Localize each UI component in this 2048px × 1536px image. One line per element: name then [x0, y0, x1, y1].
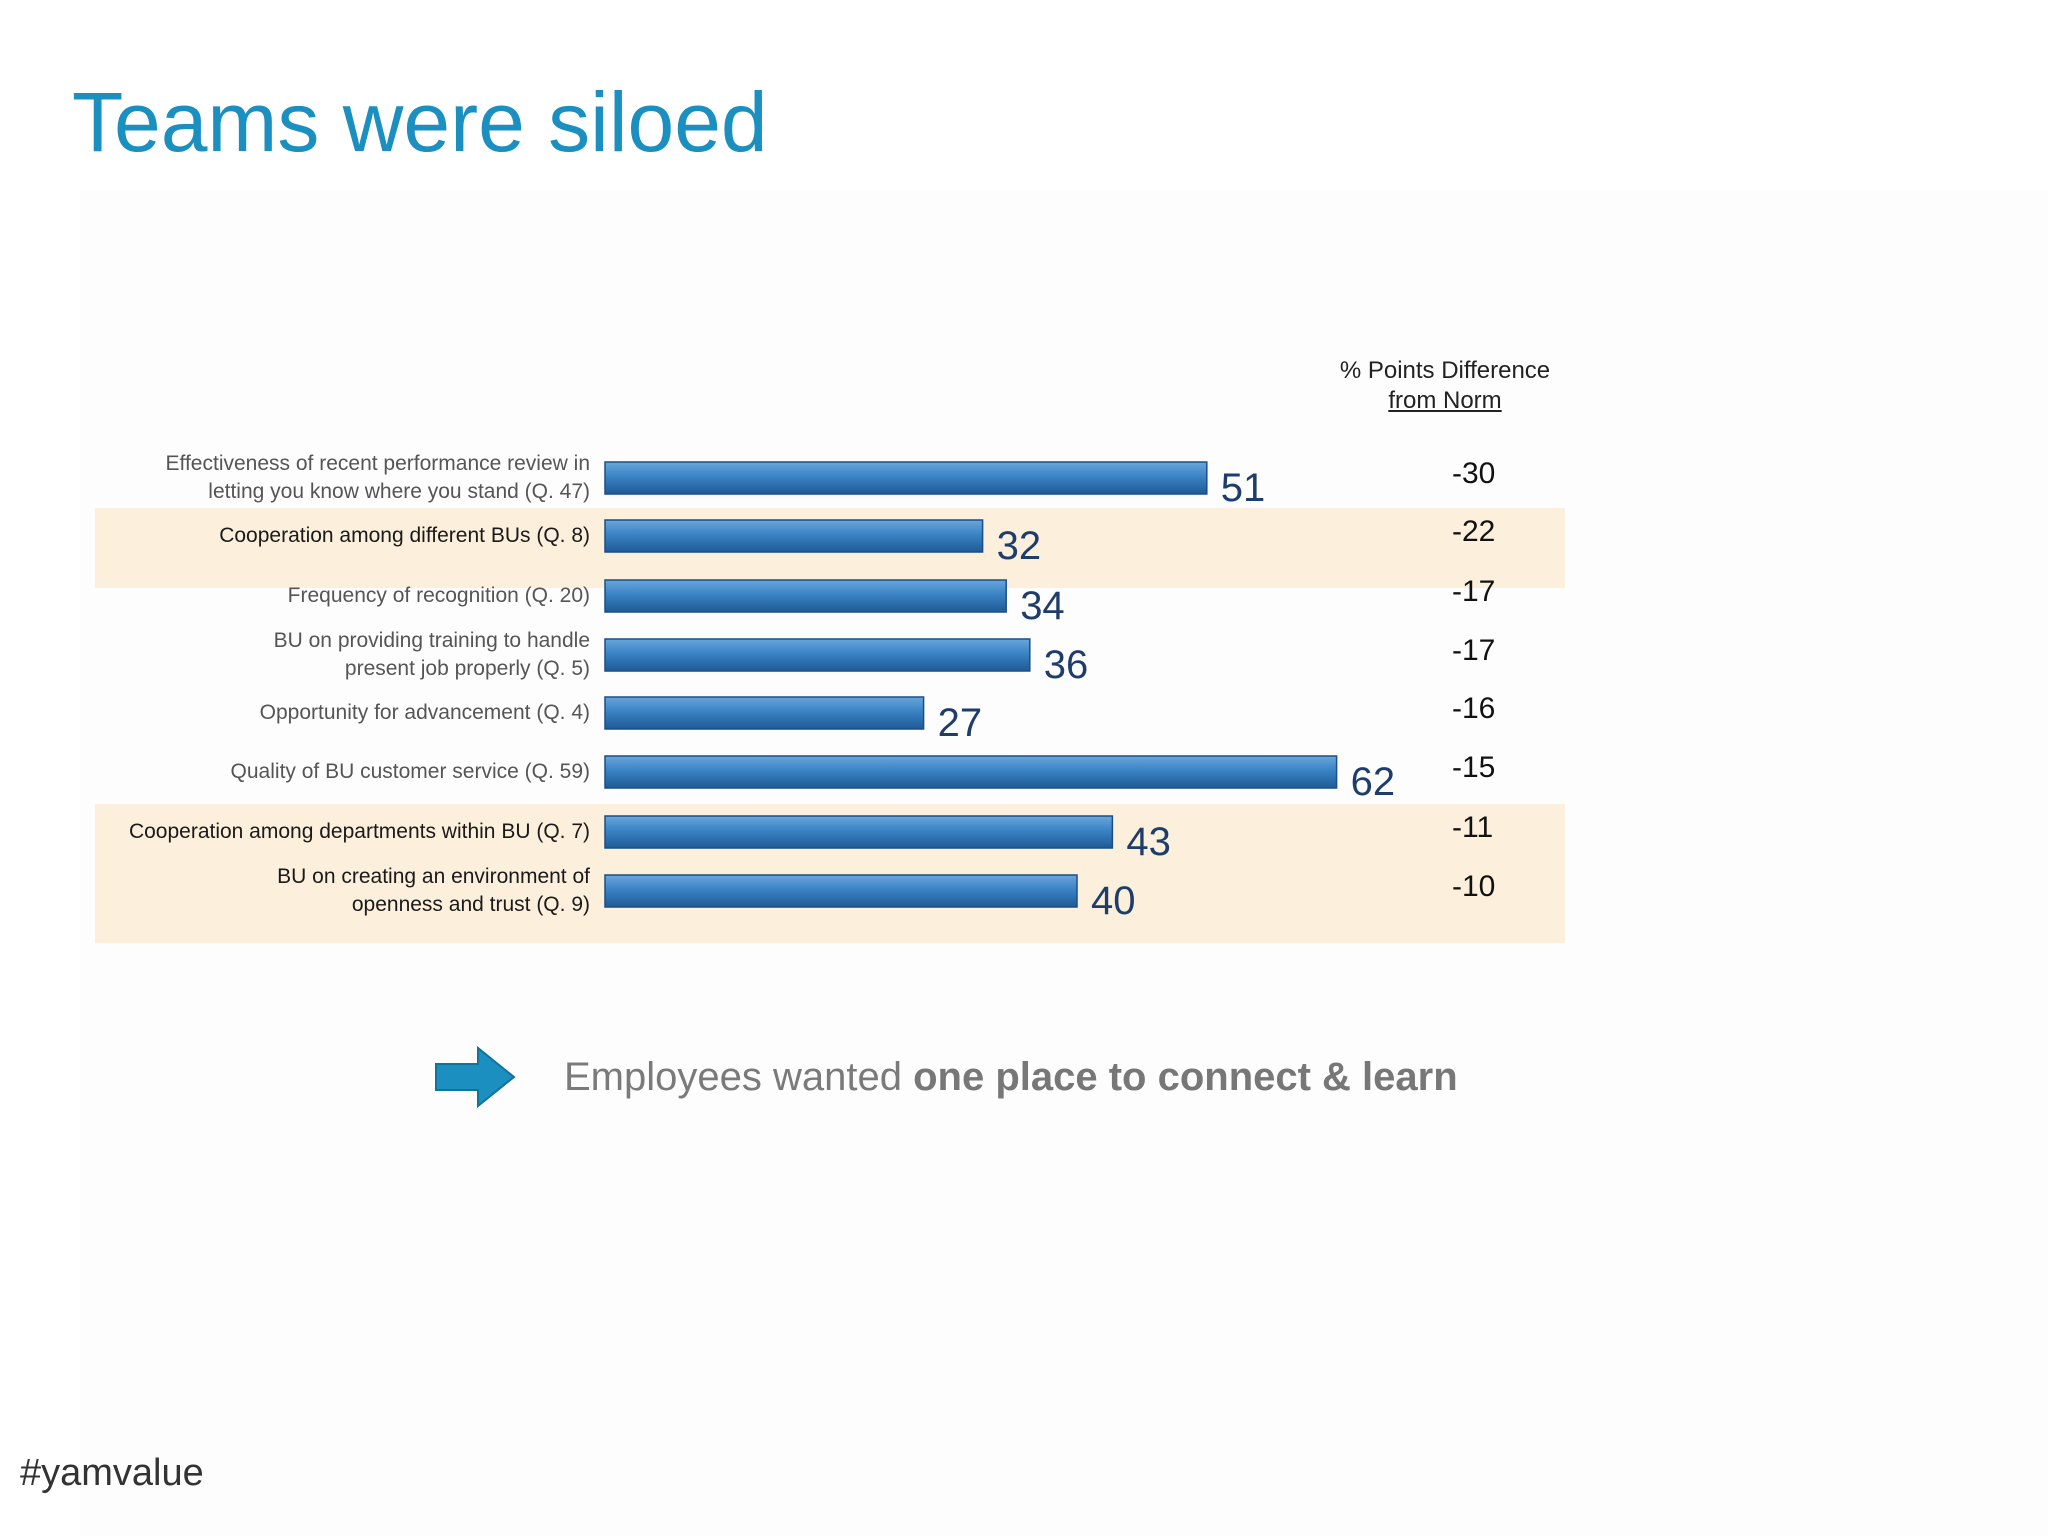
diff-label: -11	[1452, 811, 1494, 844]
diff-header-line2: from Norm	[1388, 387, 1502, 414]
diff-label: -30	[1452, 457, 1496, 490]
bar	[604, 519, 984, 553]
diff-header-line1: % Points Difference	[1339, 357, 1551, 384]
callout-prefix: Employees wanted	[564, 1054, 914, 1099]
diff-label: -17	[1452, 575, 1496, 608]
category-label: BU on creating an environment of openness…	[90, 863, 590, 919]
callout: Employees wanted one place to connect & …	[434, 1046, 1458, 1108]
data-label: 36	[1043, 643, 1089, 687]
diff-header: % Points Difference from Norm	[1310, 356, 1580, 416]
callout-text: Employees wanted one place to connect & …	[564, 1055, 1458, 1100]
category-label-line: Opportunity for advancement (Q. 4)	[259, 701, 590, 724]
diff-label: -22	[1452, 515, 1496, 548]
diff-label: -16	[1452, 692, 1496, 725]
right-arrow-icon	[435, 1046, 516, 1108]
bar	[604, 579, 1007, 613]
data-label: 51	[1220, 466, 1266, 510]
data-label: 27	[937, 701, 983, 745]
category-label: Cooperation among different BUs (Q. 8)	[90, 522, 590, 550]
slide-title: Teams were siloed	[72, 75, 768, 169]
bar	[604, 638, 1031, 672]
bars-group	[604, 461, 1338, 908]
category-label-line: letting you know where you stand (Q. 47)	[208, 480, 590, 503]
category-label-line: Quality of BU customer service (Q. 59)	[230, 760, 590, 783]
bar	[604, 696, 925, 730]
category-label-line: present job properly (Q. 5)	[344, 657, 590, 680]
category-label: Effectiveness of recent performance revi…	[90, 450, 590, 506]
data-label: 62	[1350, 760, 1396, 804]
bar	[604, 815, 1114, 849]
category-label: Opportunity for advancement (Q. 4)	[90, 699, 590, 727]
category-label-line: Effectiveness of recent performance revi…	[165, 452, 590, 475]
category-label: Quality of BU customer service (Q. 59)	[90, 758, 590, 786]
data-label: 43	[1126, 820, 1171, 864]
diff-label: -15	[1452, 751, 1496, 784]
category-label-line: BU on creating an environment of	[277, 865, 590, 888]
hashtag: #yamvalue	[20, 1452, 204, 1494]
category-label: Cooperation among departments within BU …	[90, 818, 590, 846]
category-label-line: Frequency of recognition (Q. 20)	[287, 584, 590, 607]
data-label: 40	[1091, 879, 1136, 923]
diff-label: -10	[1452, 870, 1496, 903]
callout-emphasis: one place to connect & learn	[913, 1054, 1458, 1099]
bar	[604, 755, 1338, 789]
diff-label: -17	[1452, 634, 1496, 667]
category-label-line: Cooperation among departments within BU …	[128, 820, 590, 843]
data-label: 34	[1020, 584, 1065, 628]
data-label: 32	[996, 524, 1042, 568]
category-label: Frequency of recognition (Q. 20)	[90, 582, 590, 610]
bar	[604, 461, 1208, 495]
category-label: BU on providing training to handle presen…	[90, 627, 590, 683]
category-label-line: BU on providing training to handle	[273, 629, 590, 652]
category-label-line: openness and trust (Q. 9)	[351, 893, 590, 916]
category-label-line: Cooperation among different BUs (Q. 8)	[219, 524, 590, 547]
bar	[604, 874, 1078, 908]
